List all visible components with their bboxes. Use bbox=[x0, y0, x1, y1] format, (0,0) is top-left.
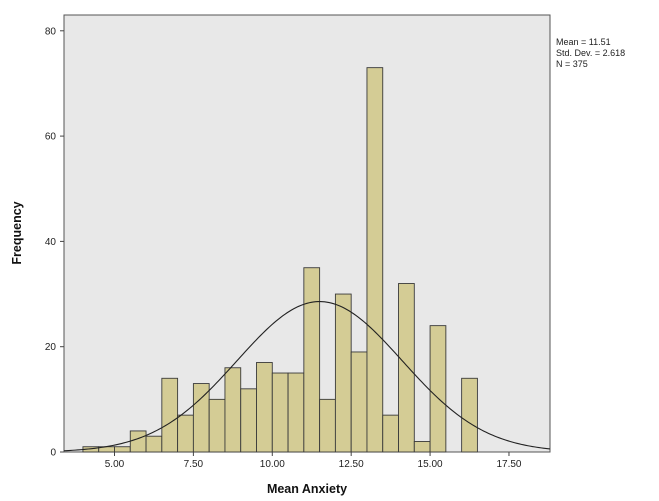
histogram-bar bbox=[429, 325, 447, 453]
y-tick-label: 40 bbox=[45, 237, 57, 248]
stats-std-dev: Std. Dev. = 2.618 bbox=[556, 48, 625, 58]
y-axis: 0 20 40 60 80 bbox=[45, 26, 64, 459]
y-tick-label: 0 bbox=[50, 448, 56, 459]
histogram-bar bbox=[192, 383, 210, 453]
y-tick-label: 60 bbox=[45, 132, 57, 143]
x-tick-label: 15.00 bbox=[418, 459, 443, 470]
x-tick-label: 17.50 bbox=[496, 459, 521, 470]
histogram-bar bbox=[287, 372, 305, 453]
histogram-bar bbox=[366, 67, 384, 453]
bars-group bbox=[82, 67, 478, 453]
x-tick-label: 10.00 bbox=[260, 459, 285, 470]
stats-mean: Mean = 11.51 bbox=[556, 37, 611, 47]
histogram-bar bbox=[129, 430, 147, 453]
stats-box: Mean = 11.51 Std. Dev. = 2.618 N = 375 bbox=[556, 37, 625, 69]
x-tick-label: 12.50 bbox=[339, 459, 364, 470]
x-tick-label: 5.00 bbox=[105, 459, 125, 470]
normal-curve bbox=[63, 301, 551, 452]
histogram-bar bbox=[161, 377, 179, 453]
stats-n: N = 375 bbox=[556, 59, 588, 69]
x-axis: 5.00 7.50 10.00 12.50 15.00 17.50 bbox=[105, 452, 522, 470]
histogram-bar bbox=[145, 435, 163, 453]
histogram-bar bbox=[461, 377, 478, 453]
y-axis-title: Frequency bbox=[10, 201, 24, 264]
histogram-bar bbox=[303, 267, 321, 453]
histogram-bar bbox=[114, 446, 131, 453]
histogram-bar bbox=[334, 293, 352, 453]
histogram-bar bbox=[398, 283, 415, 453]
histogram-bar bbox=[271, 372, 289, 453]
histogram-bar bbox=[177, 414, 194, 453]
x-tick-label: 7.50 bbox=[184, 459, 204, 470]
histogram-bar bbox=[382, 414, 399, 453]
x-axis-title: Mean Anxiety bbox=[267, 482, 347, 496]
y-tick-label: 20 bbox=[45, 342, 57, 353]
histogram-bar bbox=[413, 441, 431, 453]
histogram-bar bbox=[256, 362, 273, 453]
histogram-bar bbox=[350, 351, 368, 453]
y-tick-label: 80 bbox=[45, 26, 57, 37]
histogram-bar bbox=[224, 367, 242, 453]
histogram-bar bbox=[319, 398, 336, 453]
histogram-bar bbox=[240, 388, 257, 453]
histogram-bar bbox=[208, 398, 226, 453]
